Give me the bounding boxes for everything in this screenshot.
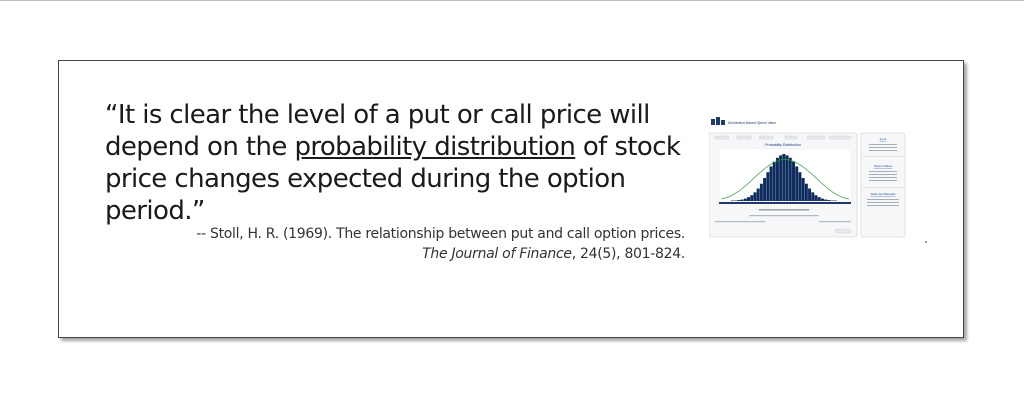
thumb-logo-bar-3: [721, 120, 725, 125]
thumb-line-10: [867, 205, 899, 206]
thumb-line-4: [869, 171, 897, 172]
thumb-input-4: [784, 135, 798, 140]
thumb-bar: [763, 177, 767, 201]
thumb-bar: [827, 200, 831, 201]
app-screenshot-thumbnail: Distribution-Based Option Value Probabil…: [709, 115, 909, 238]
quote-underlined-term[interactable]: probability distribution: [294, 132, 576, 162]
thumb-header: [709, 115, 909, 129]
thumb-bar: [785, 155, 789, 201]
thumb-chart-title: Probability Distribution: [765, 143, 801, 147]
thumb-app-title: Distribution-Based Option Value: [728, 121, 776, 125]
thumb-bar: [747, 197, 751, 201]
thumb-line-2: [869, 147, 897, 148]
thumb-panel-input: Input: [880, 137, 887, 141]
citation: -- Stoll, H. R. (1969). The relationship…: [165, 224, 685, 264]
thumb-bar: [772, 161, 776, 201]
thumb-bar: [817, 197, 821, 201]
thumb-distribution-bars: [731, 153, 837, 201]
thumb-input-5: [806, 135, 826, 140]
thumb-bar: [743, 198, 747, 201]
stray-dot: [925, 241, 927, 243]
quote-text: “It is clear the level of a put or call …: [105, 99, 705, 227]
thumb-bar: [737, 200, 741, 201]
thumb-legend: [759, 209, 809, 211]
thumb-axis-row-2: [819, 221, 851, 223]
thumb-bar: [788, 157, 792, 201]
thumb-line-7: [869, 180, 897, 181]
thumb-bar: [798, 172, 802, 201]
thumb-bar: [792, 161, 795, 201]
thumb-divider-2: [863, 187, 903, 188]
thumb-divider-1: [863, 156, 903, 157]
thumb-bar: [750, 195, 754, 201]
thumb-logo-bar-2: [716, 117, 720, 125]
citation-line-2: The Journal of Finance, 24(5), 801-824.: [165, 244, 685, 264]
citation-line-1: -- Stoll, H. R. (1969). The relationship…: [196, 226, 685, 242]
thumb-bar: [740, 199, 744, 201]
thumb-line-9: [867, 202, 899, 203]
thumb-bar: [824, 199, 828, 201]
slide-card: “It is clear the level of a put or call …: [58, 60, 964, 338]
thumb-input-3: [758, 135, 774, 140]
thumb-normal-curve: [720, 158, 850, 200]
thumb-input-1: [714, 135, 730, 140]
thumb-line-5: [869, 174, 897, 175]
thumb-x-axis-band: [719, 202, 851, 204]
thumb-bar: [801, 177, 805, 201]
thumb-bar: [782, 153, 786, 201]
thumb-bar: [756, 188, 760, 201]
citation-details: , 24(5), 801-824.: [571, 246, 686, 262]
thumb-bar: [759, 183, 763, 201]
thumb-side-panel: [860, 132, 906, 238]
thumb-bar: [779, 155, 783, 201]
thumb-bar: [775, 157, 779, 201]
thumb-bar: [820, 198, 824, 201]
thumb-input-6: [828, 135, 852, 140]
thumb-logo-bar-1: [711, 119, 715, 125]
thumb-line-1: [869, 144, 897, 145]
thumb-bar: [814, 195, 818, 201]
citation-journal: The Journal of Finance: [422, 246, 572, 262]
quote-part-1: “It is clear the level of a put or call …: [105, 100, 650, 162]
thumb-bar: [769, 166, 773, 201]
thumb-button: [834, 228, 852, 234]
thumb-bar: [753, 192, 757, 201]
thumb-axis-row: [715, 221, 765, 223]
thumb-caption: [749, 215, 819, 217]
thumb-panel-output: Option Values: [874, 164, 893, 168]
thumb-line-6: [869, 177, 897, 178]
thumb-line-8: [867, 199, 899, 200]
thumb-bar: [804, 183, 808, 201]
top-divider: [0, 0, 1024, 1]
thumb-input-2: [736, 135, 752, 140]
thumb-bar: [766, 172, 770, 201]
thumb-line-3: [869, 150, 897, 151]
thumb-bar: [811, 192, 815, 201]
thumb-bar: [795, 166, 799, 201]
thumb-panel-risk: Risks and Benefits: [871, 192, 896, 196]
quote-part-2: of stock price changes expected during t…: [105, 132, 681, 226]
thumb-bar: [808, 188, 812, 201]
